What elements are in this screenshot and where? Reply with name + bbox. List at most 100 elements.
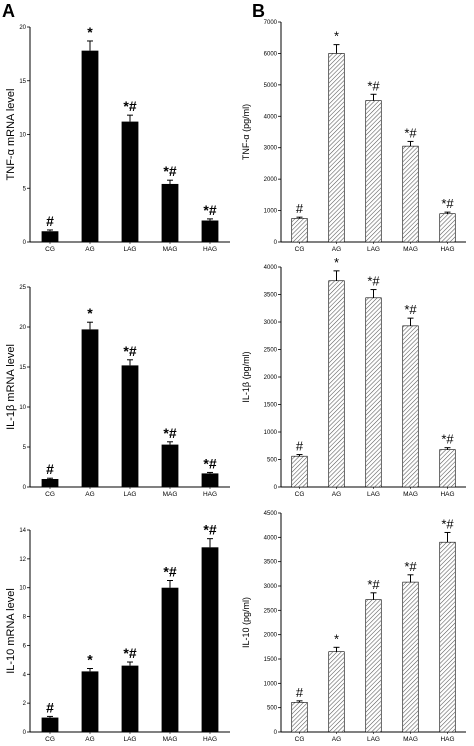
y-tick-label: 25 — [19, 285, 26, 291]
y-tick-label: 2000 — [264, 177, 278, 183]
y-tick-label: 3500 — [264, 560, 278, 566]
y-tick-label: 4000 — [264, 535, 278, 541]
significance-mark: *# — [441, 516, 454, 531]
significance-mark: # — [296, 439, 304, 454]
y-tick-label: 2000 — [264, 633, 278, 639]
significance-mark: # — [296, 201, 304, 216]
significance-mark: *# — [123, 645, 136, 661]
significance-mark: *# — [123, 343, 136, 359]
significance-mark: *# — [163, 163, 176, 179]
y-tick-label: 4 — [23, 672, 27, 678]
category-label: MAG — [403, 246, 418, 253]
category-label: LAG — [123, 246, 136, 253]
y-axis-label: IL-10 mRNA level — [5, 588, 17, 674]
category-label: LAG — [367, 736, 380, 743]
category-label: AG — [85, 736, 94, 743]
category-label: CG — [295, 246, 305, 253]
y-axis-label: TNF-α mRNA level — [5, 89, 17, 181]
significance-mark: # — [296, 685, 304, 700]
y-tick-label: 0 — [23, 240, 27, 246]
bar-hag — [201, 547, 219, 732]
significance-mark: *# — [367, 577, 380, 592]
y-tick-label: 5000 — [264, 83, 278, 89]
chart-2: 0 5 10 15 20 25 IL-1β mRNA level CG # AG * LAG *# MAG… — [5, 285, 230, 498]
y-tick-label: 3000 — [264, 584, 278, 590]
bar-cg — [291, 455, 308, 488]
y-tick-label: 0 — [274, 485, 278, 491]
category-label: MAG — [163, 246, 178, 253]
panel-label-b: B — [252, 1, 265, 21]
bar-hag — [439, 213, 456, 243]
significance-mark: * — [87, 24, 93, 40]
significance-mark: *# — [367, 274, 380, 289]
category-label: HAG — [440, 736, 454, 743]
y-tick-label: 2500 — [264, 348, 278, 354]
y-tick-label: 4500 — [264, 511, 278, 517]
bar-ag — [81, 329, 99, 487]
y-tick-label: 4000 — [264, 114, 278, 120]
bar-hag — [201, 473, 219, 487]
y-tick-label: 10 — [19, 133, 26, 139]
bar-lag — [121, 665, 139, 732]
bar-lag — [365, 100, 382, 243]
bar-hag — [439, 541, 456, 733]
y-tick-label: 1000 — [264, 430, 278, 436]
significance-mark: *# — [441, 196, 454, 211]
category-label: HAG — [203, 246, 217, 253]
bar-cg — [41, 717, 59, 732]
bar-mag — [161, 444, 179, 487]
category-label: MAG — [403, 736, 418, 743]
category-label: MAG — [163, 491, 178, 498]
category-label: LAG — [367, 246, 380, 253]
bar-lag — [365, 599, 382, 733]
y-tick-label: 6000 — [264, 51, 278, 57]
y-tick-label: 2000 — [264, 375, 278, 381]
y-tick-label: 15 — [19, 365, 26, 371]
bar-mag — [161, 587, 179, 732]
significance-mark: * — [87, 305, 93, 321]
category-label: CG — [295, 491, 305, 498]
category-label: HAG — [440, 246, 454, 253]
y-tick-label: 4000 — [264, 265, 278, 271]
bar-cg — [291, 702, 308, 733]
significance-mark: *# — [203, 202, 216, 218]
y-tick-label: 5 — [23, 445, 27, 451]
category-label: AG — [332, 246, 341, 253]
significance-mark: *# — [367, 78, 380, 93]
y-tick-label: 12 — [19, 557, 26, 563]
significance-mark: * — [334, 631, 339, 646]
y-tick-label: 0 — [23, 485, 27, 491]
y-tick-label: 1500 — [264, 657, 278, 663]
y-tick-label: 3000 — [264, 320, 278, 326]
bar-mag — [402, 145, 419, 243]
significance-mark: *# — [163, 564, 176, 580]
bar-lag — [365, 297, 382, 488]
category-label: LAG — [123, 736, 136, 743]
significance-mark: # — [46, 213, 54, 229]
y-tick-label: 2500 — [264, 608, 278, 614]
category-label: CG — [45, 246, 55, 253]
y-tick-label: 1000 — [264, 681, 278, 687]
category-label: AG — [332, 491, 341, 498]
significance-mark: *# — [203, 455, 216, 471]
category-label: MAG — [163, 736, 178, 743]
y-tick-label: 0 — [274, 730, 278, 736]
y-axis-label: IL-1β mRNA level — [5, 344, 17, 430]
significance-mark: *# — [404, 302, 417, 317]
significance-mark: # — [46, 699, 54, 715]
panel-label-a: A — [2, 1, 15, 21]
category-label: MAG — [403, 491, 418, 498]
bar-mag — [402, 581, 419, 733]
y-tick-label: 2 — [23, 701, 27, 707]
y-axis-label: IL-1β (pg/ml) — [241, 351, 251, 402]
y-tick-label: 7000 — [264, 20, 278, 26]
bar-cg — [41, 479, 59, 487]
category-label: AG — [332, 736, 341, 743]
y-tick-label: 15 — [19, 79, 26, 85]
significance-mark: * — [87, 652, 93, 668]
significance-mark: * — [334, 255, 339, 270]
y-tick-label: 14 — [19, 528, 26, 534]
bar-cg — [41, 231, 59, 242]
y-tick-label: 10 — [19, 586, 26, 592]
